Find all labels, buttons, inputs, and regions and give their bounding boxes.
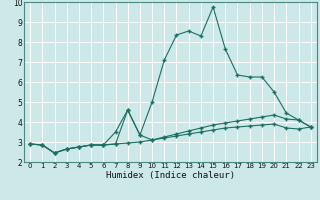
X-axis label: Humidex (Indice chaleur): Humidex (Indice chaleur) — [106, 171, 235, 180]
